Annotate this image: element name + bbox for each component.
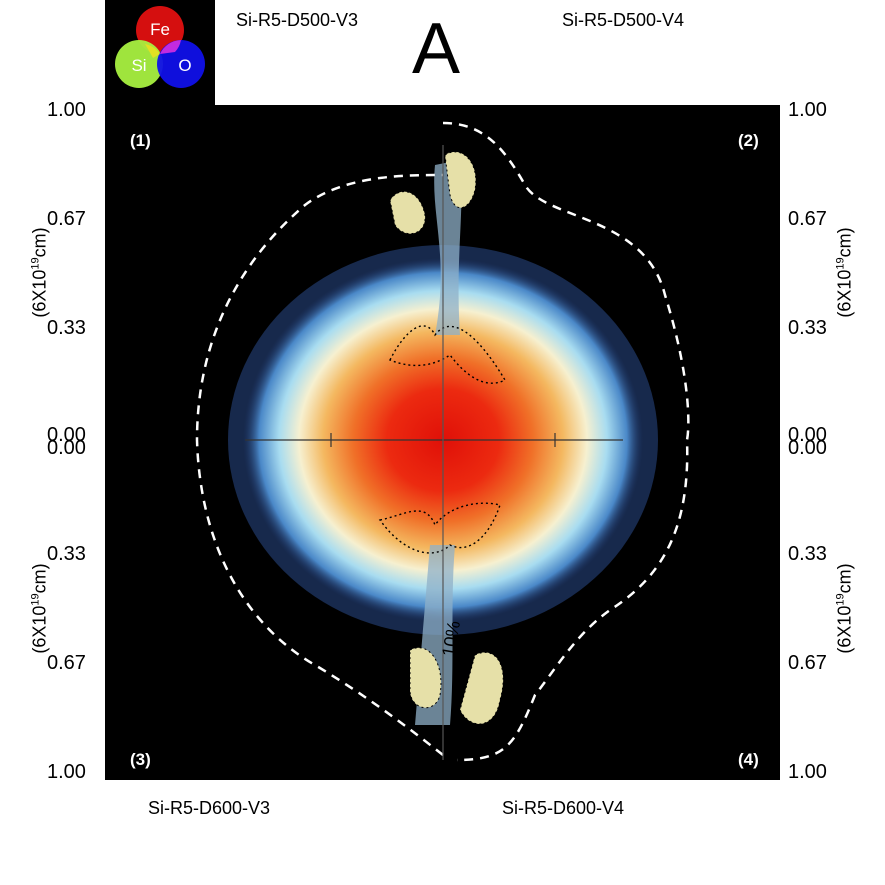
element-legend: Fe Si O [105,0,215,105]
contour-lower [378,502,501,554]
axis-unit-right-top: (6X1019cm) [834,227,855,318]
tick-right-top-0: 1.00 [788,99,827,121]
si-label: Si [131,56,146,75]
tick-left-top-0: 1.00 [47,99,86,121]
clump-top-left [389,191,426,235]
simulation-image: 10% [105,105,780,780]
panel-label-bottom-left: Si-R5-D600-V3 [148,798,271,818]
panel-label-bottom-right: Si-R5-D600-V4 [502,798,625,818]
o-label: O [178,56,191,75]
outer-boundary [195,121,690,762]
tick-left-bottom-3: 1.00 [47,761,86,783]
tick-left-bottom-2: 0.67 [47,652,86,674]
clump-bottom-right [459,651,504,725]
tick-right-bottom-2: 0.67 [788,652,827,674]
clump-top [444,151,477,208]
tick-right-top-2: 0.33 [788,317,827,339]
tick-left-top-1: 0.67 [47,208,86,230]
tick-right-top-1: 0.67 [788,208,827,230]
tick-right-bottom-3: 1.00 [788,761,827,783]
tick-left-bottom-0: 0.00 [47,437,86,459]
tick-left-top-3: 0.00 [47,424,86,446]
tick-right-bottom-1: 0.33 [788,543,827,565]
panel-label-top-left: Si-R5-D500-V3 [236,10,359,30]
panel-label-top-right: Si-R5-D500-V4 [562,10,685,30]
tick-left-bottom-1: 0.33 [47,543,86,565]
axis-unit-left-bottom: (6X1019cm) [29,563,50,654]
quadrant-label-1: (1) [130,131,151,150]
figure-letter: A [412,9,461,89]
clump-bottom-left [409,647,442,709]
tick-right-top-3: 0.00 [788,424,827,446]
fe-label: Fe [150,20,170,39]
quadrant-label-3: (3) [130,750,151,769]
quadrant-label-4: (4) [738,750,759,769]
contour-upper [389,325,506,384]
quadrant-label-2: (2) [738,131,759,150]
axis-unit-right-bottom: (6X1019cm) [834,563,855,654]
tick-left-top-2: 0.33 [47,317,86,339]
axis-unit-left-top: (6X1019cm) [29,227,50,318]
tick-right-bottom-0: 0.00 [788,437,827,459]
